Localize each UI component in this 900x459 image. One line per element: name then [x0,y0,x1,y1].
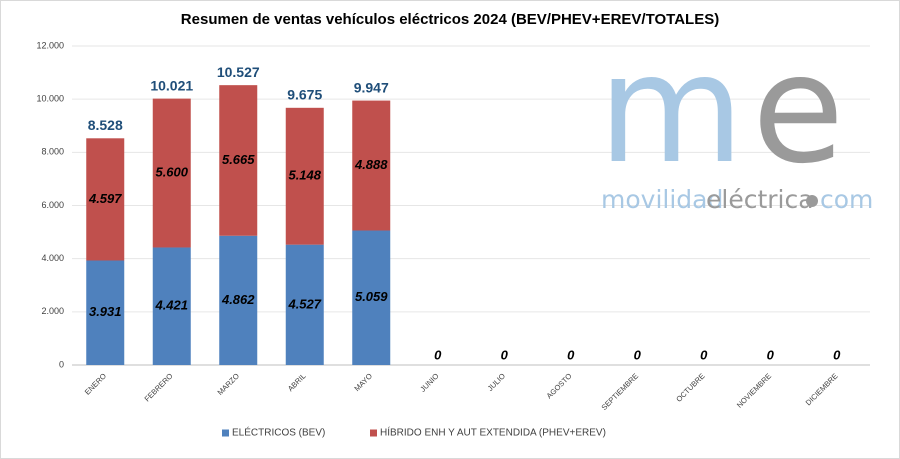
legend-label: ELÉCTRICOS (BEV) [232,426,325,439]
logo-text: movilidad [601,185,723,214]
value-label: 0 [833,347,841,362]
value-label: 0 [501,347,509,362]
value-label: 0 [434,347,442,362]
y-tick-label: 10.000 [36,94,64,104]
legend-label: HÍBRIDO ENH Y AUT EXTENDIDA (PHEV+EREV) [380,426,606,439]
logo-dot [806,195,818,207]
value-label: 5.148 [288,168,321,183]
y-tick-label: 6.000 [41,200,64,210]
bar-segment [285,107,324,245]
value-label: 4.421 [154,298,188,313]
y-tick-label: 12.000 [36,40,64,50]
bar-segment [152,247,191,365]
y-tick-label: 2.000 [41,306,64,316]
value-label: 0 [700,347,708,362]
value-label: 4.888 [354,157,388,172]
logo-mark: e [752,23,844,197]
bar-segment [352,100,391,231]
value-label: 4.527 [287,296,321,311]
bar-segment [86,138,125,261]
value-label: 4.597 [88,191,122,206]
total-label: 10.021 [150,77,193,93]
y-tick-label: 4.000 [41,253,64,263]
value-label: 3.931 [89,304,122,319]
total-label: 8.528 [88,117,123,133]
y-tick-label: 0 [59,359,64,369]
logo-text: eléctrica [706,185,814,214]
total-label: 9.675 [287,87,322,103]
bar-segment [219,85,258,236]
logo-mark: m [598,23,744,197]
legend-swatch [222,429,229,437]
value-label: 5.059 [355,289,388,304]
bar-segment [152,98,191,248]
value-label: 0 [634,347,642,362]
value-label: 4.862 [221,292,255,307]
value-label: 0 [567,347,575,362]
bar-segment [219,235,258,365]
chart-title: Resumen de ventas vehículos eléctricos 2… [181,11,719,28]
logo-text: com [820,185,873,214]
logo: m e movilidad eléctrica com [598,23,873,214]
total-label: 9.947 [354,79,389,95]
bar-segment [352,230,391,365]
total-label: 10.527 [217,64,260,80]
legend-swatch [370,429,377,437]
value-label: 0 [767,347,775,362]
value-label: 5.600 [155,164,188,179]
y-tick-label: 8.000 [41,147,64,157]
bar-segment [86,260,125,365]
value-label: 5.665 [222,152,255,167]
bar-segment [285,244,324,365]
